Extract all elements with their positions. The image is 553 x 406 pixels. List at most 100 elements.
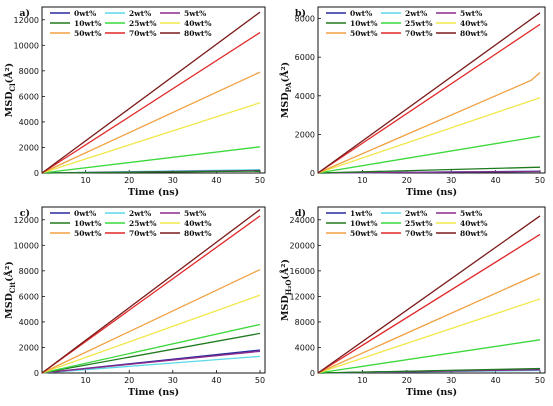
y-tick-label: 8000 xyxy=(19,67,39,76)
x-tick-label: 20 xyxy=(402,176,412,185)
legend-label: 50wt% xyxy=(350,229,377,238)
y-tick-label: 4000 xyxy=(19,318,39,327)
y-tick-label: 8000 xyxy=(295,318,315,327)
legend-label: 80wt% xyxy=(184,29,211,38)
series-line-40wtpct xyxy=(41,102,261,174)
series-line-40wtpct xyxy=(41,294,261,374)
x-axis-label: Time (ns) xyxy=(406,187,457,198)
chart-panel-3: 10 20 30 40 50 0 2000 4000 6000 8000 10000 12000 0wt… xyxy=(3,206,266,398)
y-tick-label: 6000 xyxy=(19,92,39,101)
x-tick-label: 50 xyxy=(535,176,545,185)
legend-label: 25wt% xyxy=(405,219,432,228)
legend-label: 40wt% xyxy=(184,19,211,28)
y-tick-label: 6000 xyxy=(295,53,315,62)
series-line-10wtpct xyxy=(317,166,541,174)
x-tick-label: 40 xyxy=(491,376,501,385)
series-line-70wtpct xyxy=(41,31,261,174)
panel-letter: a) xyxy=(19,8,30,19)
x-tick-label: 20 xyxy=(124,376,134,385)
legend-label: 2wt% xyxy=(405,9,427,18)
x-tick-label: 40 xyxy=(211,176,221,185)
y-tick-label: 16000 xyxy=(290,267,315,276)
x-axis-label: Time (ns) xyxy=(128,387,179,398)
y-axis-label: MSDPA(Å²) xyxy=(279,62,293,118)
x-tick-label: 10 xyxy=(81,176,91,185)
x-tick-label: 30 xyxy=(168,176,178,185)
legend-label: 5wt% xyxy=(184,9,206,18)
panel-letter: d) xyxy=(295,208,306,219)
legend-label: 40wt% xyxy=(460,19,487,28)
series-line-25wtpct xyxy=(317,135,541,174)
y-tick-label: 0 xyxy=(310,369,315,378)
x-tick-label: 10 xyxy=(357,176,367,185)
legend-label: 10wt% xyxy=(74,219,101,228)
y-tick-label: 6000 xyxy=(19,292,39,301)
x-tick-label: 10 xyxy=(81,376,91,385)
x-tick-label: 50 xyxy=(535,376,545,385)
series-line-80wtpct xyxy=(41,209,261,374)
legend-label: 5wt% xyxy=(460,209,482,218)
x-tick-label: 20 xyxy=(402,376,412,385)
legend-label: 40wt% xyxy=(460,219,487,228)
legend-label: 0wt% xyxy=(350,9,372,18)
series-line-25wtpct xyxy=(41,323,261,374)
legend-label: 50wt% xyxy=(74,29,101,38)
chart-panel-2: 10 20 30 40 50 0 2000 4000 6000 8000 0wt% 2wt% 5wt% 1… xyxy=(279,6,546,198)
series-line-40wtpct xyxy=(317,298,541,374)
y-tick-label: 0 xyxy=(310,169,315,178)
x-tick-label: 50 xyxy=(255,176,265,185)
legend-label: 5wt% xyxy=(460,9,482,18)
legend-label: 1wt% xyxy=(350,209,372,218)
x-axis-label: Time (ns) xyxy=(406,387,457,398)
series-line-10wtpct xyxy=(41,332,261,374)
y-tick-label: 20000 xyxy=(290,241,315,250)
series-line-70wtpct xyxy=(317,23,541,174)
legend-label: 70wt% xyxy=(405,229,432,238)
y-tick-label: 10000 xyxy=(14,41,39,50)
legend-label: 80wt% xyxy=(460,29,487,38)
y-tick-label: 2000 xyxy=(19,143,39,152)
y-tick-label: 10000 xyxy=(14,241,39,250)
series-line-80wtpct xyxy=(317,12,541,174)
series-line-50wtpct xyxy=(41,268,261,374)
y-tick-label: 4000 xyxy=(295,92,315,101)
legend-label: 70wt% xyxy=(405,29,432,38)
y-tick-label: 8000 xyxy=(295,15,315,24)
panel-letter: c) xyxy=(20,208,30,219)
legend-label: 10wt% xyxy=(350,219,377,228)
series-line-25wtpct xyxy=(317,339,541,374)
panel-letter: b) xyxy=(295,8,306,19)
legend-label: 40wt% xyxy=(184,219,211,228)
chart-panel-4: 10 20 30 40 50 0 4000 8000 12000 16000 20000 24000 1… xyxy=(279,206,546,398)
x-axis-label: Time (ns) xyxy=(128,187,179,198)
y-tick-label: 2000 xyxy=(295,130,315,139)
legend-label: 0wt% xyxy=(74,9,96,18)
x-tick-label: 40 xyxy=(211,376,221,385)
chart-panel-1: 10 20 30 40 50 0 2000 4000 6000 8000 10000 12000 0wt… xyxy=(3,6,266,198)
y-axis-label: MSDCl(Å²) xyxy=(3,63,17,117)
y-tick-label: 4000 xyxy=(295,343,315,352)
x-tick-label: 30 xyxy=(446,376,456,385)
legend-label: 25wt% xyxy=(405,19,432,28)
legend-label: 25wt% xyxy=(129,19,156,28)
legend-label: 2wt% xyxy=(129,9,151,18)
x-tick-label: 40 xyxy=(491,176,501,185)
legend-label: 70wt% xyxy=(129,229,156,238)
legend-label: 0wt% xyxy=(74,209,96,218)
y-tick-label: 0 xyxy=(34,169,39,178)
y-tick-label: 24000 xyxy=(290,216,315,225)
y-tick-label: 12000 xyxy=(14,216,39,225)
legend-label: 10wt% xyxy=(74,19,101,28)
series-line-2wtpct xyxy=(41,355,261,374)
y-tick-label: 12000 xyxy=(14,16,39,25)
series-line-10wtpct xyxy=(41,170,261,174)
legend-label: 2wt% xyxy=(129,209,151,218)
x-tick-label: 50 xyxy=(255,376,265,385)
series-line-40wtpct xyxy=(317,97,541,174)
x-tick-label: 10 xyxy=(357,376,367,385)
y-tick-label: 0 xyxy=(34,369,39,378)
y-axis-label: MSDCit(Å²) xyxy=(3,261,17,319)
x-tick-label: 20 xyxy=(124,176,134,185)
